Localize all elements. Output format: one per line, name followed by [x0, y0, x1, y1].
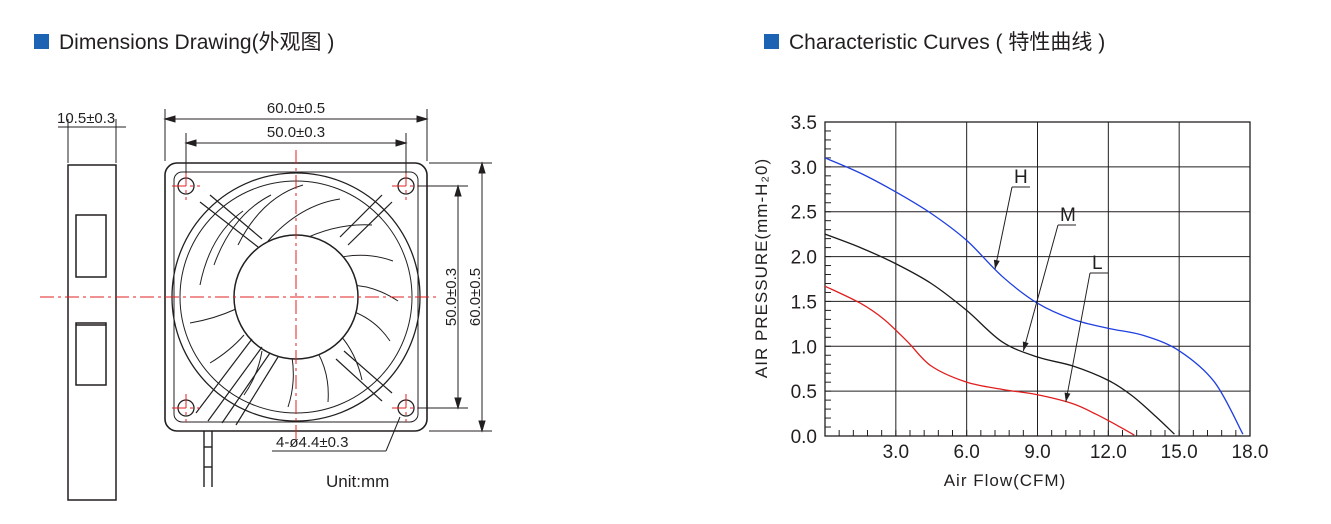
y-axis-title: AIR PRESSURE(mm-H₂0) — [752, 158, 771, 378]
fan-side-view — [67, 164, 117, 501]
hole-callout: 4-ø4.4±0.3 — [272, 416, 401, 452]
series-label-m: M — [1060, 205, 1076, 226]
leader-arrow-l — [1064, 392, 1071, 402]
x-tick-label: 18.0 — [1232, 442, 1269, 463]
centerlines — [40, 150, 440, 440]
y-tick-label: 1.5 — [791, 292, 817, 313]
hole-spacing-h-dimension: 50.0±0.3 — [184, 124, 408, 173]
dimensions-heading-label: Dimensions Drawing(外观图 ) — [59, 31, 335, 54]
y-tick-label: 0.5 — [791, 382, 817, 403]
hole-spacing-v-dimension: 50.0±0.3 — [418, 184, 468, 410]
series-label-h: H — [1014, 167, 1028, 188]
x-tick-label: 9.0 — [1024, 442, 1050, 463]
y-tick-label: 2.0 — [791, 248, 817, 269]
overall-height-label: 60.0±0.5 — [467, 268, 484, 326]
dimensions-drawing: 10.5±0.3 — [40, 100, 492, 501]
leader-line-m — [1022, 224, 1059, 352]
x-tick-label: 3.0 — [883, 442, 909, 463]
x-axis-title: Air Flow(CFM) — [944, 471, 1067, 490]
chart-curves — [824, 157, 1244, 436]
hole-callout-label: 4-ø4.4±0.3 — [276, 434, 348, 451]
leader-line-l — [1065, 272, 1091, 403]
curve-h — [824, 157, 1244, 435]
overall-height-dimension: 60.0±0.5 — [429, 161, 492, 433]
y-tick-label: 3.0 — [791, 158, 817, 179]
hole-spacing-h-label: 50.0±0.3 — [267, 124, 325, 141]
chart-tick-labels: 3.0 6.0 9.0 12.0 15.0 18.0 0.0 0.5 1.0 1.5 2.0 2.5 3… — [791, 113, 1269, 463]
curve-l — [824, 285, 1135, 436]
curves-heading: Characteristic Curves ( 特性曲线 ) — [764, 26, 1105, 56]
unit-label: Unit:mm — [326, 472, 389, 491]
hole-spacing-v-label: 50.0±0.3 — [443, 268, 460, 326]
overall-width-dimension: 60.0±0.5 — [163, 100, 429, 161]
heading-marker-icon — [34, 33, 49, 49]
chart-annotations: H M L — [993, 167, 1108, 403]
x-tick-label: 15.0 — [1161, 442, 1198, 463]
y-tick-label: 3.5 — [791, 113, 817, 134]
curves-heading-label: Characteristic Curves ( 特性曲线 ) — [789, 31, 1106, 54]
x-tick-label: 12.0 — [1090, 442, 1127, 463]
characteristic-curves-chart: 3.0 6.0 9.0 12.0 15.0 18.0 0.0 0.5 1.0 1.5 2.0 2.5 3… — [752, 113, 1269, 490]
side-width-dimension: 10.5±0.3 — [57, 110, 126, 163]
y-tick-label: 0.0 — [791, 427, 817, 448]
leader-arrow-h — [993, 259, 1000, 270]
series-label-l: L — [1092, 253, 1103, 274]
y-tick-label: 1.0 — [791, 337, 817, 358]
x-tick-label: 6.0 — [953, 442, 979, 463]
heading-marker-icon — [764, 33, 779, 49]
leader-line-h — [994, 186, 1013, 270]
chart-grid — [824, 121, 1251, 437]
dimensions-heading: Dimensions Drawing(外观图 ) — [34, 26, 334, 56]
overall-width-label: 60.0±0.5 — [267, 100, 325, 117]
curve-m — [824, 233, 1175, 435]
leader-arrow-m — [1022, 341, 1029, 351]
side-width-label: 10.5±0.3 — [57, 110, 115, 127]
y-tick-label: 2.5 — [791, 203, 817, 224]
